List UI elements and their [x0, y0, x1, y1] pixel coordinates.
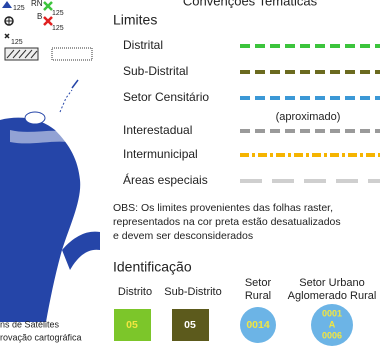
- id-code: 05: [184, 319, 196, 331]
- id-square: [172, 309, 209, 341]
- id-code: 05: [126, 319, 138, 331]
- id-label: Distrito: [118, 286, 152, 298]
- section-heading: Identificação: [113, 259, 192, 275]
- map-fragment: [0, 1, 100, 322]
- id-circle: [240, 307, 276, 343]
- limit-label: Intermunicipal: [123, 147, 198, 161]
- map-lake: [24, 111, 46, 125]
- x-symbol: [43, 16, 53, 26]
- limit-label: Interestadual: [123, 123, 192, 137]
- obs-text: OBS: Os limites provenientes das folhas …: [113, 202, 333, 214]
- map-symbol-label: B: [37, 12, 42, 21]
- triangle-symbol: [2, 1, 12, 8]
- x-small-symbol: [4, 33, 10, 39]
- plus-lines: [5, 17, 13, 25]
- id-code: 0001: [322, 308, 342, 318]
- footer-text: ns de Satélites: [0, 319, 60, 329]
- map-symbol-label: 125: [11, 39, 23, 46]
- id-square: [114, 309, 151, 341]
- limit-label: Distrital: [123, 38, 163, 52]
- limit-label: Setor Censitário: [123, 90, 209, 104]
- obs-text: e devem ser desconsiderados: [113, 230, 253, 242]
- note: (aproximado): [276, 111, 341, 123]
- map-stream: [71, 79, 79, 89]
- footer-text: rovação cartográfica: [0, 332, 82, 342]
- map-symbol-label: RN: [31, 0, 43, 8]
- dotted-box: [51, 47, 93, 61]
- map-stream: [59, 89, 73, 113]
- id-circle: [311, 304, 353, 346]
- title: Convenções Temáticas: [183, 0, 318, 8]
- id-label: Rural: [245, 290, 271, 302]
- x-symbol: [43, 1, 53, 11]
- map-symbol-label: 125: [52, 10, 64, 17]
- river-branch: [62, 231, 100, 270]
- limit-label: Sub-Distrital: [123, 64, 188, 78]
- id-code: 0006: [322, 330, 342, 340]
- section-heading: Limites: [113, 12, 157, 28]
- hatch: [6, 49, 38, 59]
- id-label: Sub-Distrito: [164, 286, 221, 298]
- river-area: [0, 117, 81, 322]
- id-label: Setor Urbano: [299, 277, 364, 289]
- id-code: 0014: [246, 319, 270, 331]
- map-road: [10, 130, 70, 144]
- obs-text: representados na cor preta estão desatua…: [113, 216, 341, 228]
- id-code: A: [329, 319, 336, 329]
- id-label: Setor: [245, 277, 272, 289]
- id-label: Aglomerado Rural: [288, 290, 377, 302]
- limit-label: Áreas especiais: [123, 172, 208, 187]
- map-symbol-label: 125: [52, 25, 64, 32]
- map-symbol-label: 125: [13, 5, 25, 12]
